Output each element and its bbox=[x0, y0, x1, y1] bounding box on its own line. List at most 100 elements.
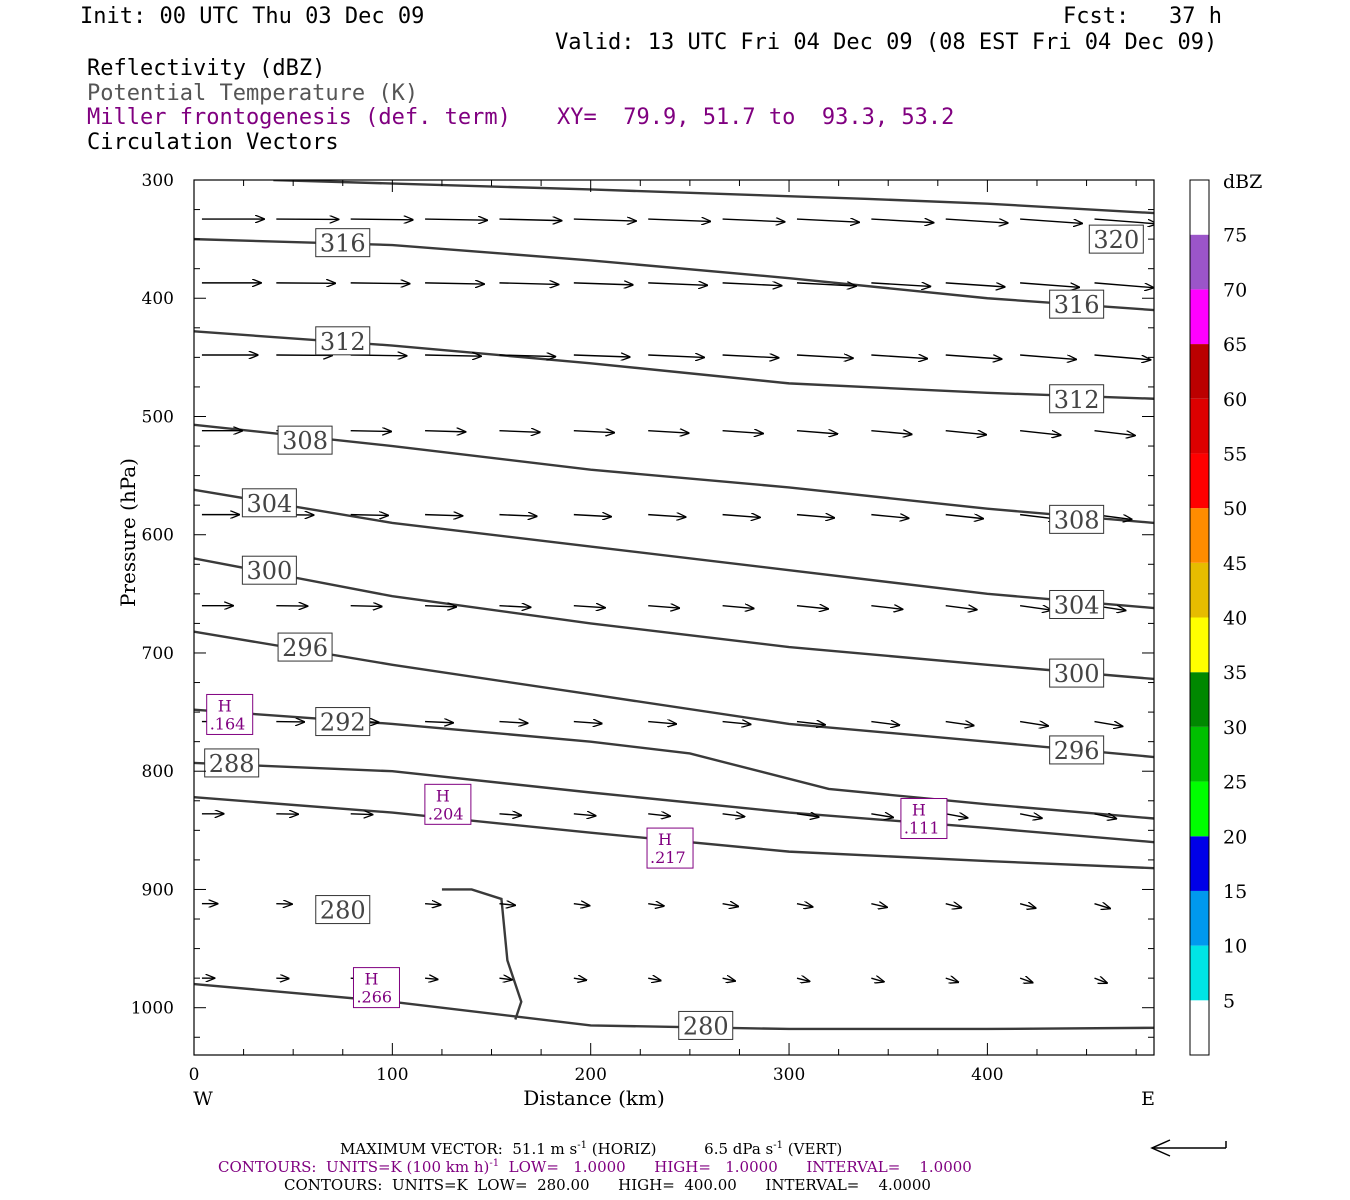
circulation-vector bbox=[871, 814, 893, 818]
circulation-vector bbox=[1020, 282, 1079, 287]
circulation-vector bbox=[945, 814, 968, 818]
frontogenesis-max-label: H bbox=[658, 830, 672, 849]
colorbar-unit: dBZ bbox=[1223, 171, 1262, 193]
circulation-vector bbox=[573, 814, 596, 816]
colorbar-segment bbox=[1190, 836, 1209, 891]
circulation-vector bbox=[573, 431, 614, 433]
circulation-vector bbox=[648, 722, 676, 724]
circulation-vector bbox=[796, 219, 859, 222]
circulation-vector bbox=[648, 431, 688, 433]
circulation-vector bbox=[945, 978, 958, 982]
circulation-vector bbox=[945, 354, 1002, 359]
theta-contour-legend: CONTOURS: UNITS=K LOW= 280.00 HIGH= 400.… bbox=[284, 1176, 931, 1194]
circulation-vector bbox=[871, 606, 902, 610]
circulation-vector bbox=[1094, 814, 1116, 819]
circulation-vector bbox=[722, 515, 760, 518]
colorbar-label: 25 bbox=[1223, 772, 1247, 794]
theta-contour-280 bbox=[194, 982, 1154, 1031]
theta-label-box bbox=[241, 488, 297, 518]
circulation-vector bbox=[425, 722, 453, 723]
theta-label: 320 bbox=[1093, 226, 1139, 254]
theta-label: 288 bbox=[209, 750, 255, 778]
circulation-vector bbox=[648, 814, 670, 816]
circulation-vector bbox=[1020, 354, 1076, 359]
field-reflectivity: Reflectivity (dBZ) bbox=[87, 56, 326, 81]
theta-label: 308 bbox=[282, 427, 328, 455]
circulation-vector bbox=[945, 722, 974, 726]
circulation-vector bbox=[945, 515, 983, 519]
theta-label-box bbox=[204, 748, 260, 778]
colorbar-segment bbox=[1190, 726, 1209, 782]
circulation-vector bbox=[945, 904, 962, 908]
theta-contour-288 bbox=[194, 761, 1154, 844]
colorbar-segment bbox=[1190, 289, 1209, 345]
x-axis-label: Distance (km) bbox=[523, 1086, 665, 1110]
theta-label: 308 bbox=[1054, 506, 1100, 534]
frontogenesis-max-box bbox=[206, 693, 254, 735]
x-tick-label: 100 bbox=[376, 1065, 408, 1085]
init-time: Init: 00 UTC Thu 03 Dec 09 bbox=[80, 4, 425, 29]
theta-label: 292 bbox=[320, 709, 366, 737]
theta-label: 316 bbox=[320, 230, 366, 258]
colorbar-label: 5 bbox=[1223, 990, 1235, 1012]
theta-label: 316 bbox=[1054, 291, 1100, 319]
theta-label-box bbox=[277, 632, 333, 662]
frontogenesis-max-box bbox=[900, 798, 948, 840]
circulation-vector bbox=[573, 355, 630, 357]
circulation-vector bbox=[648, 283, 707, 285]
circulation-vector bbox=[499, 219, 561, 221]
circulation-vector bbox=[573, 722, 602, 724]
colorbar-segment bbox=[1190, 945, 1209, 1001]
circulation-vector bbox=[648, 978, 660, 980]
circulation-vector bbox=[573, 606, 605, 608]
colorbar-label: 20 bbox=[1223, 826, 1247, 848]
y-axis-label: Pressure (hPa) bbox=[116, 458, 140, 607]
circulation-vector bbox=[796, 515, 834, 518]
colorbar-segment bbox=[1190, 508, 1209, 563]
colorbar-label: 15 bbox=[1223, 881, 1247, 903]
theta-label-box bbox=[1049, 384, 1105, 414]
x-tick-label: 200 bbox=[574, 1065, 606, 1085]
theta-contour-320 bbox=[273, 180, 1154, 215]
circulation-vector bbox=[945, 606, 977, 610]
circulation-vector bbox=[871, 904, 887, 908]
circulation-vector bbox=[499, 904, 514, 906]
colorbar-label: 40 bbox=[1223, 608, 1247, 630]
theta-label: 280 bbox=[683, 1012, 729, 1040]
circulation-vector bbox=[796, 283, 856, 286]
circulation-vector bbox=[722, 219, 785, 222]
circulation-vector bbox=[499, 431, 539, 433]
circulation-vector bbox=[350, 431, 391, 432]
colorbar-segment bbox=[1190, 617, 1209, 673]
theta-label-box bbox=[315, 228, 371, 258]
circulation-vector bbox=[425, 219, 487, 220]
circulation-vector bbox=[350, 219, 413, 220]
circulation-vector bbox=[425, 606, 456, 607]
circulation-vector bbox=[648, 904, 664, 906]
theta-label: 300 bbox=[246, 557, 292, 585]
circulation-vector bbox=[499, 722, 527, 724]
circulation-vector bbox=[499, 814, 521, 816]
frontogenesis-max-value: .111 bbox=[904, 819, 940, 838]
circulation-vector bbox=[1094, 354, 1150, 360]
circulation-vector bbox=[425, 431, 465, 432]
circulation-vector bbox=[722, 722, 751, 725]
circulation-vector bbox=[1020, 606, 1051, 610]
circulation-vector bbox=[1094, 904, 1110, 909]
circulation-vector bbox=[350, 283, 410, 284]
field-potential-temperature: Potential Temperature (K) bbox=[87, 81, 419, 106]
circulation-vector bbox=[573, 978, 586, 980]
circulation-vector bbox=[1094, 978, 1106, 983]
circulation-vector bbox=[722, 355, 779, 358]
circulation-vector bbox=[1019, 814, 1042, 818]
y-tick-label: 500 bbox=[142, 407, 174, 427]
theta-contour-296 bbox=[194, 630, 1154, 759]
theta-label: 300 bbox=[1054, 660, 1100, 688]
plot-frame bbox=[193, 179, 1155, 1056]
forecast-hour: Fcst: 37 h bbox=[1063, 4, 1222, 29]
y-tick-label: 600 bbox=[142, 526, 174, 546]
circulation-vector bbox=[573, 283, 633, 285]
circulation-vector bbox=[871, 219, 933, 223]
frontogenesis-contour bbox=[441, 888, 523, 1020]
